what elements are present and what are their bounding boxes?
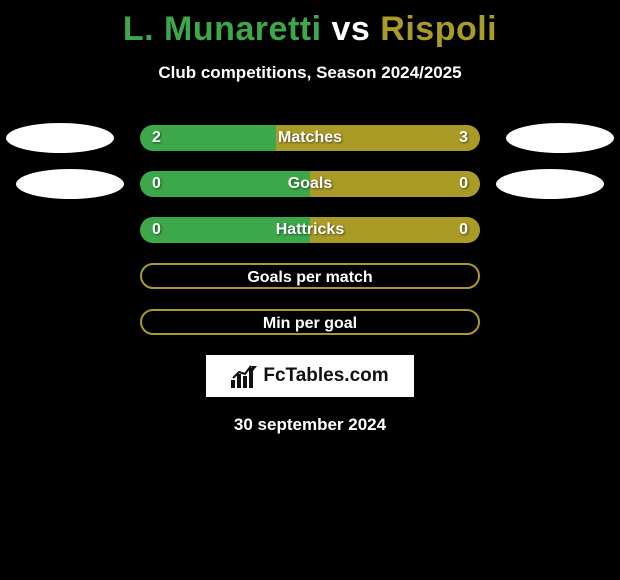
stat-bar: 00Hattricks <box>140 217 480 243</box>
brand-badge[interactable]: FcTables.com <box>206 355 414 397</box>
stat-bar: Goals per match <box>140 263 480 289</box>
stat-bar-right-fill <box>310 171 480 197</box>
player2-photo-placeholder <box>506 123 614 153</box>
stat-bar-left-fill <box>140 217 310 243</box>
comparison-infographic: L. Munaretti vs Rispoli Club competition… <box>0 0 620 580</box>
stat-row: 23Matches <box>0 125 620 151</box>
brand-chart-icon <box>231 364 259 388</box>
player1-photo-placeholder <box>6 123 114 153</box>
stat-row: Min per goal <box>0 309 620 335</box>
stat-bar: 23Matches <box>140 125 480 151</box>
title: L. Munaretti vs Rispoli <box>0 0 620 49</box>
stat-label: Min per goal <box>142 311 478 335</box>
brand-text: FcTables.com <box>263 365 388 387</box>
stat-row: Goals per match <box>0 263 620 289</box>
stat-row: 00Goals <box>0 171 620 197</box>
vs-separator: vs <box>332 10 371 48</box>
player1-photo-placeholder <box>16 169 124 199</box>
player1-name: L. Munaretti <box>123 10 322 48</box>
subtitle: Club competitions, Season 2024/2025 <box>0 63 620 83</box>
date-line: 30 september 2024 <box>0 415 620 435</box>
player2-photo-placeholder <box>496 169 604 199</box>
player2-name: Rispoli <box>380 10 497 48</box>
stat-bar: Min per goal <box>140 309 480 335</box>
stat-bar-right-fill <box>310 217 480 243</box>
stat-bar: 00Goals <box>140 171 480 197</box>
stat-label: Goals per match <box>142 265 478 289</box>
stat-bar-left-fill <box>140 171 310 197</box>
stats-container: 23Matches 00Goals 00Hattricks Goals per mat… <box>0 125 620 335</box>
stat-row: 00Hattricks <box>0 217 620 243</box>
stat-bar-left-fill <box>140 125 276 151</box>
stat-bar-right-fill <box>276 125 480 151</box>
